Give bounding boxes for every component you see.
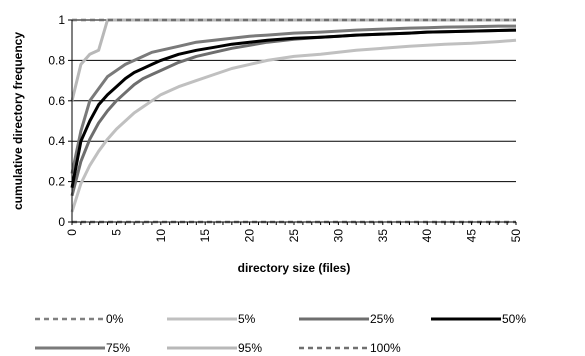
- tick-labels: 00.20.40.60.810 5 10 15 20 25 30 35 40 45 50: [48, 13, 523, 242]
- series-line-75pct: [70, 24, 516, 174]
- legend-item: 95%: [167, 341, 262, 355]
- series-lines: [70, 18, 517, 224]
- y-tick-label: 0.6: [48, 94, 65, 108]
- x-tick-label: 10: [154, 229, 168, 243]
- x-tick-label: 20: [243, 229, 257, 243]
- legend-label: 0%: [106, 312, 124, 326]
- x-tick-label: 35: [376, 229, 390, 243]
- x-tick-label: 15: [198, 229, 212, 243]
- axes: [71, 20, 516, 223]
- x-tick-label: 25: [287, 229, 301, 243]
- legend-item: 100%: [299, 341, 401, 355]
- x-tick-label: 5: [109, 229, 123, 236]
- legend-item: 50%: [431, 312, 526, 326]
- x-tick-label: 50: [509, 229, 523, 243]
- y-tick-label: 1: [58, 13, 65, 27]
- legend-label: 50%: [502, 312, 526, 326]
- x-tick-label: 0: [65, 229, 79, 236]
- x-axis-title: directory size (files): [238, 261, 351, 275]
- y-tick-label: 0.2: [48, 175, 65, 189]
- series-line-50pct: [70, 28, 517, 188]
- legend-label: 75%: [106, 341, 130, 355]
- x-tick-label: 40: [420, 229, 434, 243]
- y-tick-label: 0: [58, 215, 65, 229]
- legend-item: 0%: [35, 312, 124, 326]
- legend-item: 25%: [299, 312, 394, 326]
- legend-label: 100%: [370, 341, 401, 355]
- legend-item: 75%: [35, 341, 130, 355]
- y-tick-label: 0.8: [48, 53, 65, 67]
- legend: 0% 5% 25% 50% 75% 95% 100%: [35, 312, 526, 355]
- y-axis-title: cumulative directory frequency: [11, 32, 25, 210]
- series-line-5pct: [70, 38, 517, 213]
- y-tick-label: 0.4: [48, 134, 65, 148]
- legend-label: 95%: [238, 341, 262, 355]
- legend-label: 5%: [238, 312, 256, 326]
- x-tick-label: 45: [465, 229, 479, 243]
- legend-label: 25%: [370, 312, 394, 326]
- x-tick-label: 30: [331, 229, 345, 243]
- legend-item: 5%: [167, 312, 256, 326]
